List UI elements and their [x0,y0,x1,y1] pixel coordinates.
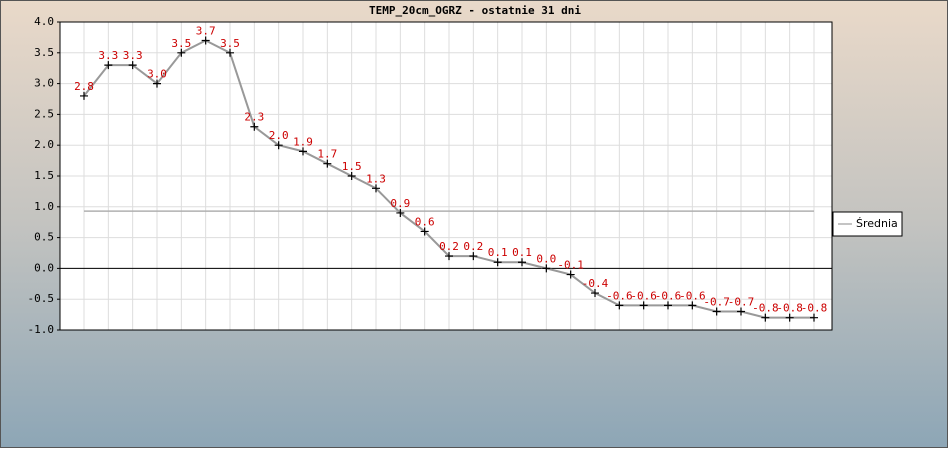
data-label: -0.8 [752,302,779,315]
data-label: -0.7 [728,296,755,309]
point-marker [445,252,453,261]
y-tick-label: 3.0 [34,77,54,90]
y-tick-label: 3.5 [34,46,54,59]
y-tick-label: 4.0 [34,15,54,28]
point-marker [785,313,794,322]
data-label: 1.7 [317,148,337,161]
data-label: -0.7 [703,296,730,309]
data-label: 3.0 [147,68,167,81]
data-label: 3.3 [123,49,143,62]
point-marker [396,208,405,217]
data-label: 1.9 [293,135,313,148]
point-marker [615,301,624,310]
data-label: -0.6 [679,289,706,302]
point-marker [566,270,575,279]
point-marker [153,79,161,88]
point-marker [639,301,648,310]
data-label: -0.8 [801,302,828,315]
data-label: 2.3 [244,111,264,124]
y-tick-label: 1.5 [34,169,54,182]
point-marker [372,184,380,193]
data-label: 1.3 [366,172,386,185]
point-marker [250,122,259,131]
data-label: 2.8 [74,80,94,93]
data-label: -0.4 [582,277,609,290]
point-marker [104,61,113,70]
data-label: -0.6 [655,289,682,302]
point-marker [737,307,745,316]
data-label: -0.6 [606,289,633,302]
data-label: 0.0 [536,252,556,265]
point-marker [591,289,599,298]
data-label: 0.2 [439,240,459,253]
data-label: 2.0 [269,129,289,142]
y-tick-label: 0.0 [34,261,54,274]
data-label: -0.6 [630,289,657,302]
point-marker [80,91,88,100]
data-label: 0.2 [463,240,483,253]
point-marker [761,313,770,322]
point-marker [712,307,721,316]
point-marker [323,159,332,168]
point-marker [274,141,283,150]
y-tick-label: 2.0 [34,138,54,151]
y-tick-label: -0.5 [28,292,55,305]
point-marker [347,172,356,180]
point-marker [201,36,210,45]
point-marker [518,258,526,267]
chart-title: TEMP_20cm_OGRZ - ostatnie 31 dni [369,4,581,17]
legend-label: Średnia [856,217,898,230]
point-marker [469,252,478,261]
data-label: -0.1 [557,259,584,272]
point-marker [542,264,551,273]
point-marker [299,147,307,156]
point-marker [493,258,502,267]
point-marker [420,227,429,236]
data-label: 3.5 [220,37,240,50]
data-label: 3.5 [171,37,191,50]
data-label: 0.1 [488,246,508,259]
y-tick-label: 1.0 [34,200,54,213]
data-label: 0.9 [390,197,410,210]
y-tick-label: 0.5 [34,231,54,244]
data-label: 0.6 [415,215,435,228]
y-tick-label: 2.5 [34,107,54,120]
point-marker [810,313,818,322]
data-label: 3.3 [98,49,118,62]
data-label: -0.8 [776,302,803,315]
data-label: 0.1 [512,246,532,259]
data-label: 1.5 [342,160,362,173]
point-marker [664,301,672,310]
plot-frame [59,21,833,331]
y-tick-label: -1.0 [28,323,55,336]
point-marker [128,61,137,70]
data-label: 3.7 [196,24,216,37]
point-marker [177,48,186,57]
point-marker [226,48,234,57]
point-marker [688,301,697,310]
